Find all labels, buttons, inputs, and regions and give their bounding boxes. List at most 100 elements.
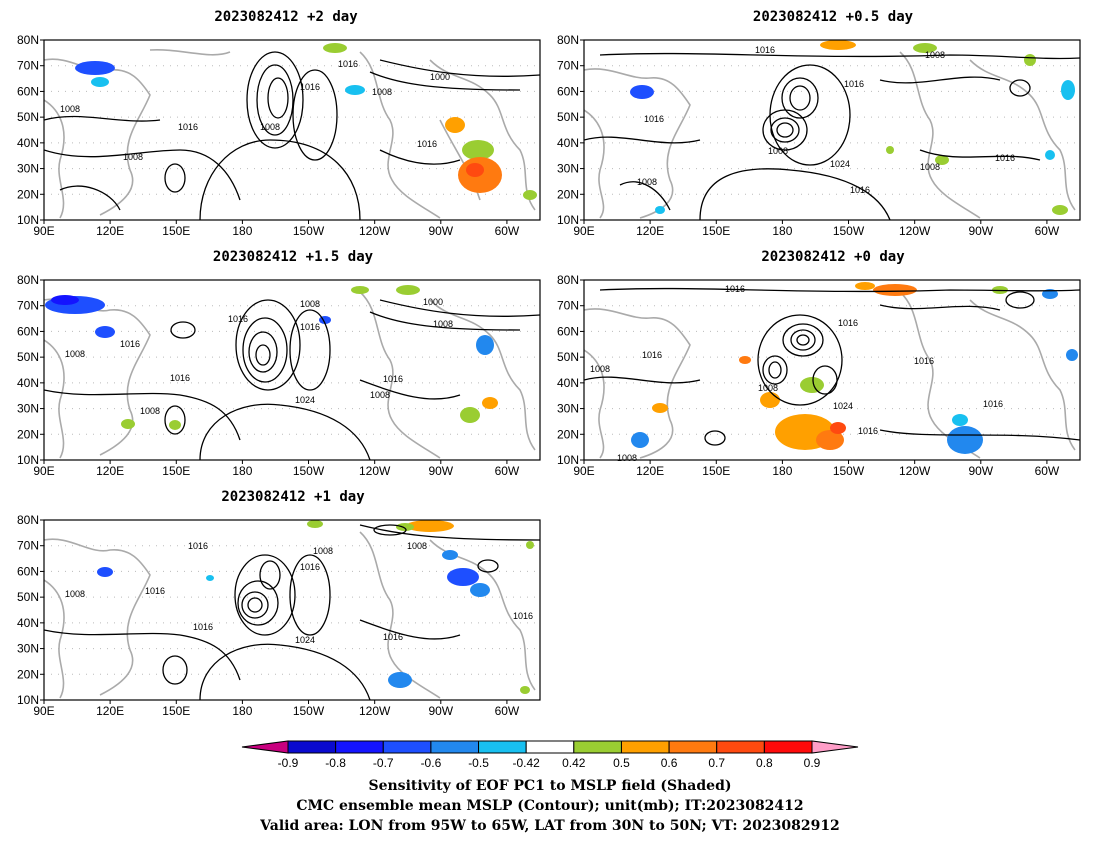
y-tick-label: 30N [17,162,39,176]
y-tick-label: 10N [17,453,39,467]
y-axis: 10N 20N 30N 40N 50N 60N 70N 80N [557,33,584,227]
y-tick-label: 10N [557,453,579,467]
svg-text:1016: 1016 [417,139,437,149]
x-tick-label: 90W [968,224,993,238]
y-tick-label: 70N [557,59,579,73]
mslp-contours [584,52,1080,220]
y-axis: 10N 20N 30N 40N 50N 60N 70N 80N [17,273,44,467]
x-tick-label: 90E [573,464,594,478]
x-tick-label: 150W [293,464,325,478]
x-tick-label: 60W [1035,224,1060,238]
map-field [44,43,540,220]
colorbar-extend-high [811,740,859,754]
y-tick-label: 50N [17,590,39,604]
svg-text:1016: 1016 [838,318,858,328]
x-tick-label: 60W [495,224,520,238]
svg-text:1016: 1016 [755,45,775,55]
y-tick-label: 20N [17,667,39,681]
x-axis: 90E 120E 150E 180 150W 120W 90W 60W [573,460,1060,478]
colorbar-label: -0.9 [278,756,299,770]
y-tick-label: 40N [17,376,39,390]
panel-title: 2023082412 +1 day [221,489,365,505]
x-tick-label: 90E [33,464,54,478]
y-tick-label: 20N [17,187,39,201]
x-tick-label: 180 [772,224,792,238]
x-tick-label: 180 [232,464,252,478]
x-tick-label: 120W [899,224,931,238]
y-axis: 10N 20N 30N 40N 50N 60N 70N 80N [17,513,44,707]
svg-text:1016: 1016 [383,374,403,384]
colorbar-label: 0.9 [804,756,821,770]
mslp-contours [584,287,1080,446]
x-tick-label: 150E [702,224,730,238]
shading [45,285,498,430]
colorbar-box [287,740,337,754]
colorbar-box [763,740,813,754]
svg-text:1016: 1016 [193,622,213,632]
colorbar-label: 0.6 [661,756,678,770]
y-tick-label: 80N [17,33,39,47]
mslp-contours [44,524,540,700]
colorbar-label: 0.42 [562,756,586,770]
svg-text:1008: 1008 [140,406,160,416]
colorbar-box [430,740,480,754]
contour-labels: 1016 1016 1000 1008 1008 1016 1008 1016 … [60,59,450,162]
coastlines [584,51,1076,219]
svg-text:1024: 1024 [830,159,850,169]
y-tick-label: 70N [17,299,39,313]
y-tick-label: 70N [557,299,579,313]
svg-text:1008: 1008 [300,299,320,309]
x-tick-label: 60W [1035,464,1060,478]
grid-lines [584,305,1080,435]
y-tick-label: 60N [557,324,579,338]
plot-frame [583,39,1081,221]
x-tick-label: 180 [772,464,792,478]
panel-title: 2023082412 +0.5 day [753,9,914,25]
x-axis: 90E 120E 150E 180 150W 120W 90W 60W [33,220,520,238]
svg-text:1008: 1008 [768,146,788,156]
shading [97,520,534,694]
colorbar-label: 0.7 [708,756,725,770]
svg-text:1016: 1016 [228,314,248,324]
map-panel-plus0-5-day: 2023082412 +0.5 day [557,9,1081,238]
x-tick-label: 180 [232,224,252,238]
svg-text:1016: 1016 [338,59,358,69]
svg-text:1016: 1016 [914,356,934,366]
caption: Sensitivity of EOF PC1 to MSLP field (Sh… [259,778,840,834]
y-tick-label: 50N [17,350,39,364]
x-tick-label: 60W [495,704,520,718]
y-tick-label: 60N [17,324,39,338]
colorbar-label: -0.7 [373,756,394,770]
svg-text:1016: 1016 [300,562,320,572]
svg-text:1008: 1008 [123,152,143,162]
x-tick-label: 150W [293,224,325,238]
plot-frame [43,519,541,701]
y-tick-label: 50N [557,110,579,124]
grid-lines [44,65,540,195]
y-tick-label: 10N [17,213,39,227]
map-field [44,520,540,700]
y-tick-label: 30N [17,402,39,416]
svg-text:1008: 1008 [65,589,85,599]
svg-text:1008: 1008 [65,349,85,359]
svg-text:1008: 1008 [590,364,610,374]
colorbar-box [382,740,432,754]
svg-text:1016: 1016 [145,586,165,596]
x-tick-label: 90W [428,224,453,238]
map-field [584,40,1080,220]
panel-title: 2023082412 +1.5 day [213,249,374,265]
y-tick-label: 40N [557,376,579,390]
contour-labels: 1016 1016 1016 1008 1016 1008 1024 1016 … [590,284,1003,463]
mslp-contours [44,299,540,460]
x-axis: 90E 120E 150E 180 150W 120W 90W 60W [573,220,1060,238]
svg-text:1016: 1016 [850,185,870,195]
svg-text:1016: 1016 [383,632,403,642]
x-tick-label: 150W [833,464,865,478]
y-tick-label: 80N [557,33,579,47]
colorbar-label: 0.8 [756,756,773,770]
y-tick-label: 50N [557,350,579,364]
y-tick-label: 80N [17,513,39,527]
x-tick-label: 150E [162,224,190,238]
map-panel-plus1-day: 2023082412 +1 day [17,489,541,718]
